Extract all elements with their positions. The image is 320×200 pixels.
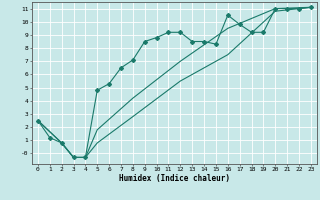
X-axis label: Humidex (Indice chaleur): Humidex (Indice chaleur) bbox=[119, 174, 230, 183]
